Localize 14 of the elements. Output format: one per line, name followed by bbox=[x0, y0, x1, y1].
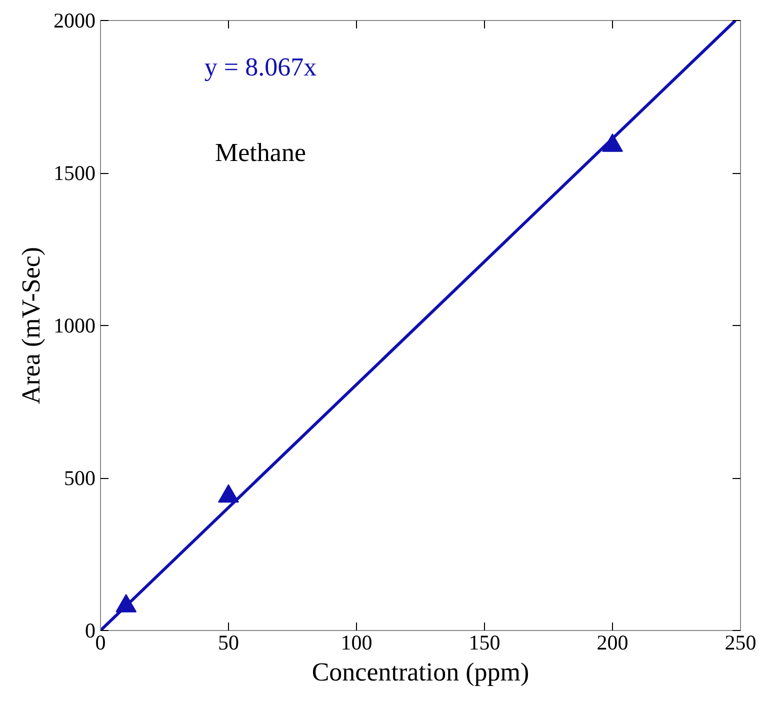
point bbox=[218, 484, 239, 503]
x-tick-label: 50 bbox=[218, 630, 239, 654]
x-tick-label: 250 bbox=[724, 630, 756, 654]
y-tick-label: 2000 bbox=[54, 8, 96, 32]
y-tick-label: 1000 bbox=[54, 314, 96, 338]
y-tick-label: 500 bbox=[64, 466, 96, 490]
annotation: Methane bbox=[215, 138, 306, 167]
y-axis-title: Area (mV-Sec) bbox=[16, 246, 46, 404]
x-tick-label: 100 bbox=[340, 630, 372, 654]
x-tick-label: 200 bbox=[596, 630, 628, 654]
y-tick-label: 1500 bbox=[54, 161, 96, 185]
x-axis-title: Concentration (ppm) bbox=[312, 658, 530, 686]
annotation: y = 8.067x bbox=[204, 52, 317, 82]
x-tick-label: 150 bbox=[468, 630, 500, 654]
